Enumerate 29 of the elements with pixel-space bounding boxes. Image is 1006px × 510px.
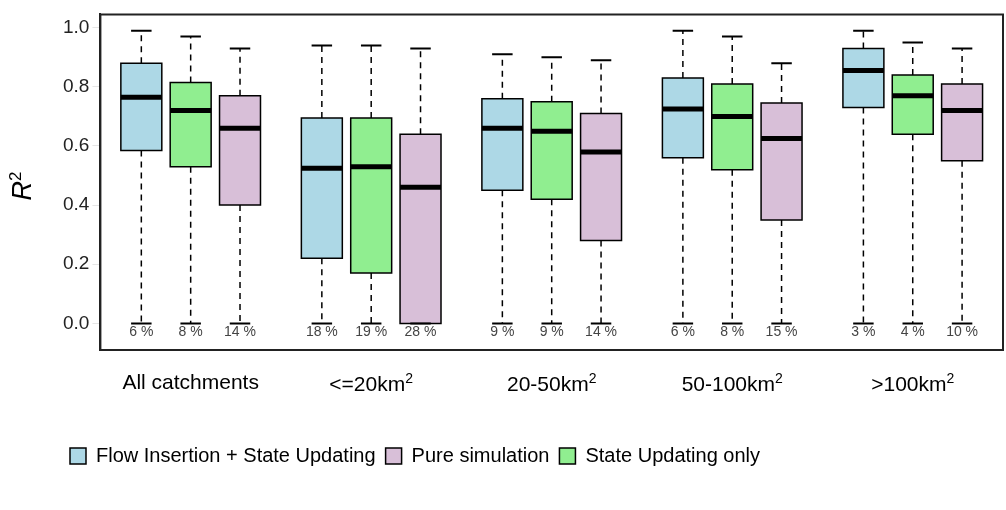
x-tick-label: <=20km$^{2}$ [329, 370, 414, 396]
text: 9 % [490, 323, 515, 340]
y-tick-label: 0.8 [62, 75, 90, 97]
text: 8 % [178, 323, 203, 340]
y-tick-label: 0.0 [62, 311, 90, 333]
text: 3 % [851, 323, 876, 340]
text: 8 % [720, 323, 745, 340]
text: 10 % [946, 323, 979, 340]
x-tick-label: >100km$^{2}$ [871, 370, 955, 396]
text: 28 % [404, 323, 437, 340]
text: 18 % [305, 323, 338, 340]
legend-label: Flow Insertion + State Updating [96, 443, 376, 466]
text: 15 % [765, 323, 798, 340]
y-tick-label: 1.0 [62, 15, 90, 37]
text: 6 % [670, 323, 695, 340]
legend-label: State Updating only [585, 443, 760, 466]
text: 14 % [224, 323, 256, 340]
text: 9 % [539, 323, 564, 340]
text: 19 % [355, 323, 388, 340]
x-tick-label: 50-100km$^{2}$ [681, 370, 783, 396]
text: 14 % [585, 323, 618, 340]
x-tick-label: 20-50km$^{2}$ [506, 370, 597, 396]
legend-label: Pure simulation [411, 443, 550, 466]
y-tick-label: 0.2 [62, 252, 90, 274]
text: 4 % [900, 323, 925, 340]
y-tick-label: 0.6 [62, 134, 90, 156]
x-tick-label: All catchments [122, 370, 259, 394]
y-tick-label: 0.4 [62, 193, 90, 215]
text: 6 % [129, 323, 154, 340]
